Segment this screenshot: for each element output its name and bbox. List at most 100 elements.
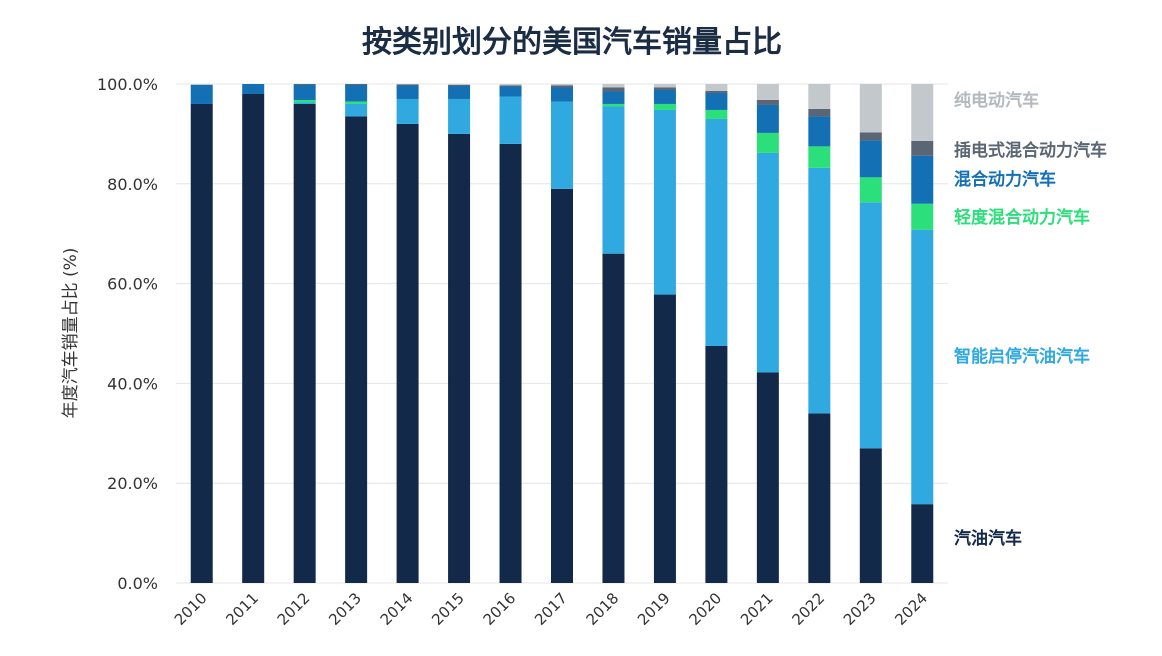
x-tick-label: 2017 [531,589,571,629]
bar-segment [499,143,522,583]
bar-segment [242,84,265,94]
bar-segment [756,104,779,133]
bar-segment [808,146,831,168]
bar-segment [551,87,573,102]
bar-segment [190,84,213,85]
y-tick-label: 0.0% [117,574,158,593]
bar-segment [499,96,522,144]
bar-segment [911,155,934,204]
bar-segment [859,448,882,583]
bar-segment [396,123,419,584]
bar-segment [345,116,368,583]
bar-segment [293,99,316,103]
x-tick-label: 2014 [377,589,417,629]
bar-segment [448,84,471,86]
bar-segment [653,84,676,88]
bar-segment [448,133,471,583]
bar-segment [551,84,573,86]
y-tick-label: 40.0% [107,374,158,393]
x-tick-label: 2010 [171,589,211,629]
chart-title: 按类别划分的美国汽车销量占比 [362,25,782,60]
bar-segment [499,86,522,97]
bar-segment [705,109,728,119]
bar-segment [551,85,573,88]
bar-segment [859,84,882,133]
bar-segment [808,413,831,583]
x-tick-label: 2021 [737,589,777,629]
bar-segment [756,132,779,153]
bar-segment [756,152,779,373]
bar-series [190,84,934,584]
bar-segment [653,109,676,295]
bar-segment [756,372,779,583]
bar-segment [705,345,728,583]
legend-item: 智能启停汽油汽车 [954,346,1090,367]
bar-segment [345,103,368,117]
legend-item: 混合动力汽车 [954,169,1056,190]
x-tick-label: 2024 [891,589,931,629]
bar-segment [602,91,625,104]
bar-segment [602,103,625,107]
bar-segment [653,294,676,583]
y-tick-label: 100.0% [97,75,158,94]
y-tick-label: 80.0% [107,175,158,194]
x-tick-label: 2020 [685,589,725,629]
bar-segment [911,84,934,141]
legend-item: 轻度混合动力汽车 [954,207,1090,228]
y-axis-ticks: 0.0% 20.0% 40.0% 60.0% 80.0% 100.0% [97,75,158,593]
bar-segment [602,84,625,88]
bar-segment [293,103,316,584]
x-axis-ticks: 2010 2011 2012 2013 2014 2015 2016 2017 2018 2019… [171,589,931,629]
bar-segment [756,84,779,100]
bar-segment [345,84,368,102]
x-tick-label: 2022 [788,589,828,629]
bar-segment [705,92,728,110]
bar-segment [653,103,676,110]
bar-segment [190,103,213,584]
bar-segment [859,202,882,449]
bar-segment [551,101,573,189]
bar-segment [448,98,471,134]
bar-segment [653,87,676,90]
bar-segment [396,98,419,124]
bar-segment [551,188,573,584]
bar-segment [859,132,882,141]
x-tick-label: 2011 [222,589,262,629]
bar-segment [808,108,831,117]
bar-segment [499,85,522,87]
bar-segment [396,84,419,86]
bar-segment [499,84,522,86]
bar-segment [293,102,316,104]
bar-segment [242,93,265,583]
bar-segment [705,84,728,91]
y-axis-label: 年度汽车销量占比 (%) [61,248,81,419]
x-tick-label: 2019 [634,589,674,629]
bar-segment [808,167,831,414]
legend-item: 纯电动汽车 [954,90,1039,111]
y-tick-label: 20.0% [107,474,158,493]
bar-segment [859,177,882,203]
bar-segment [808,84,831,109]
x-tick-label: 2015 [428,589,468,629]
bar-segment [911,229,934,505]
bar-segment [911,203,934,230]
legend-item: 汽油汽车 [954,528,1022,549]
bar-segment [396,85,419,99]
x-tick-label: 2016 [480,589,520,629]
bar-segment [448,84,471,85]
x-tick-label: 2013 [325,589,365,629]
bar-segment [602,253,625,583]
bar-segment [653,89,676,104]
legend-item: 插电式混合动力汽车 [954,140,1107,161]
bar-segment [602,87,625,92]
bar-segment [911,140,934,156]
x-tick-label: 2018 [583,589,623,629]
bar-segment [602,106,625,254]
bar-segment [293,84,316,85]
bar-segment [705,118,728,346]
bar-segment [859,140,882,178]
x-tick-label: 2023 [840,589,880,629]
bar-segment [756,99,779,105]
bar-segment [345,84,368,85]
bar-segment [705,90,728,93]
